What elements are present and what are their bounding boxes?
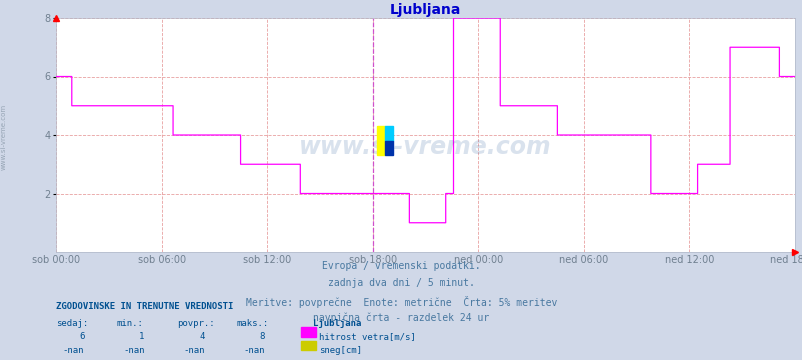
Text: 8: 8: [259, 332, 265, 341]
Text: Ljubljana: Ljubljana: [313, 319, 361, 328]
Text: maks.:: maks.:: [237, 319, 269, 328]
Text: hitrost vetra[m/s]: hitrost vetra[m/s]: [318, 332, 415, 341]
Bar: [376, 126, 384, 156]
Text: 6: 6: [79, 332, 84, 341]
Text: www.si-vreme.com: www.si-vreme.com: [299, 135, 551, 159]
Text: navpična črta - razdelek 24 ur: navpična črta - razdelek 24 ur: [313, 313, 489, 323]
Bar: [384, 141, 392, 156]
Text: sedaj:: sedaj:: [56, 319, 88, 328]
Text: Meritve: povprečne  Enote: metrične  Črta: 5% meritev: Meritve: povprečne Enote: metrične Črta:…: [245, 296, 557, 307]
Text: sneg[cm]: sneg[cm]: [318, 346, 362, 355]
Text: 4: 4: [199, 332, 205, 341]
Text: zadnja dva dni / 5 minut.: zadnja dva dni / 5 minut.: [328, 278, 474, 288]
Title: Ljubljana: Ljubljana: [390, 3, 460, 17]
Bar: [384, 126, 392, 141]
Text: 1: 1: [139, 332, 144, 341]
Text: -nan: -nan: [123, 346, 144, 355]
Text: -nan: -nan: [63, 346, 84, 355]
Text: -nan: -nan: [243, 346, 265, 355]
Text: -nan: -nan: [183, 346, 205, 355]
Text: povpr.:: povpr.:: [176, 319, 214, 328]
Text: ZGODOVINSKE IN TRENUTNE VREDNOSTI: ZGODOVINSKE IN TRENUTNE VREDNOSTI: [56, 302, 233, 311]
Text: www.si-vreme.com: www.si-vreme.com: [1, 104, 7, 170]
Text: Evropa / vremenski podatki.: Evropa / vremenski podatki.: [322, 261, 480, 271]
Text: min.:: min.:: [116, 319, 143, 328]
